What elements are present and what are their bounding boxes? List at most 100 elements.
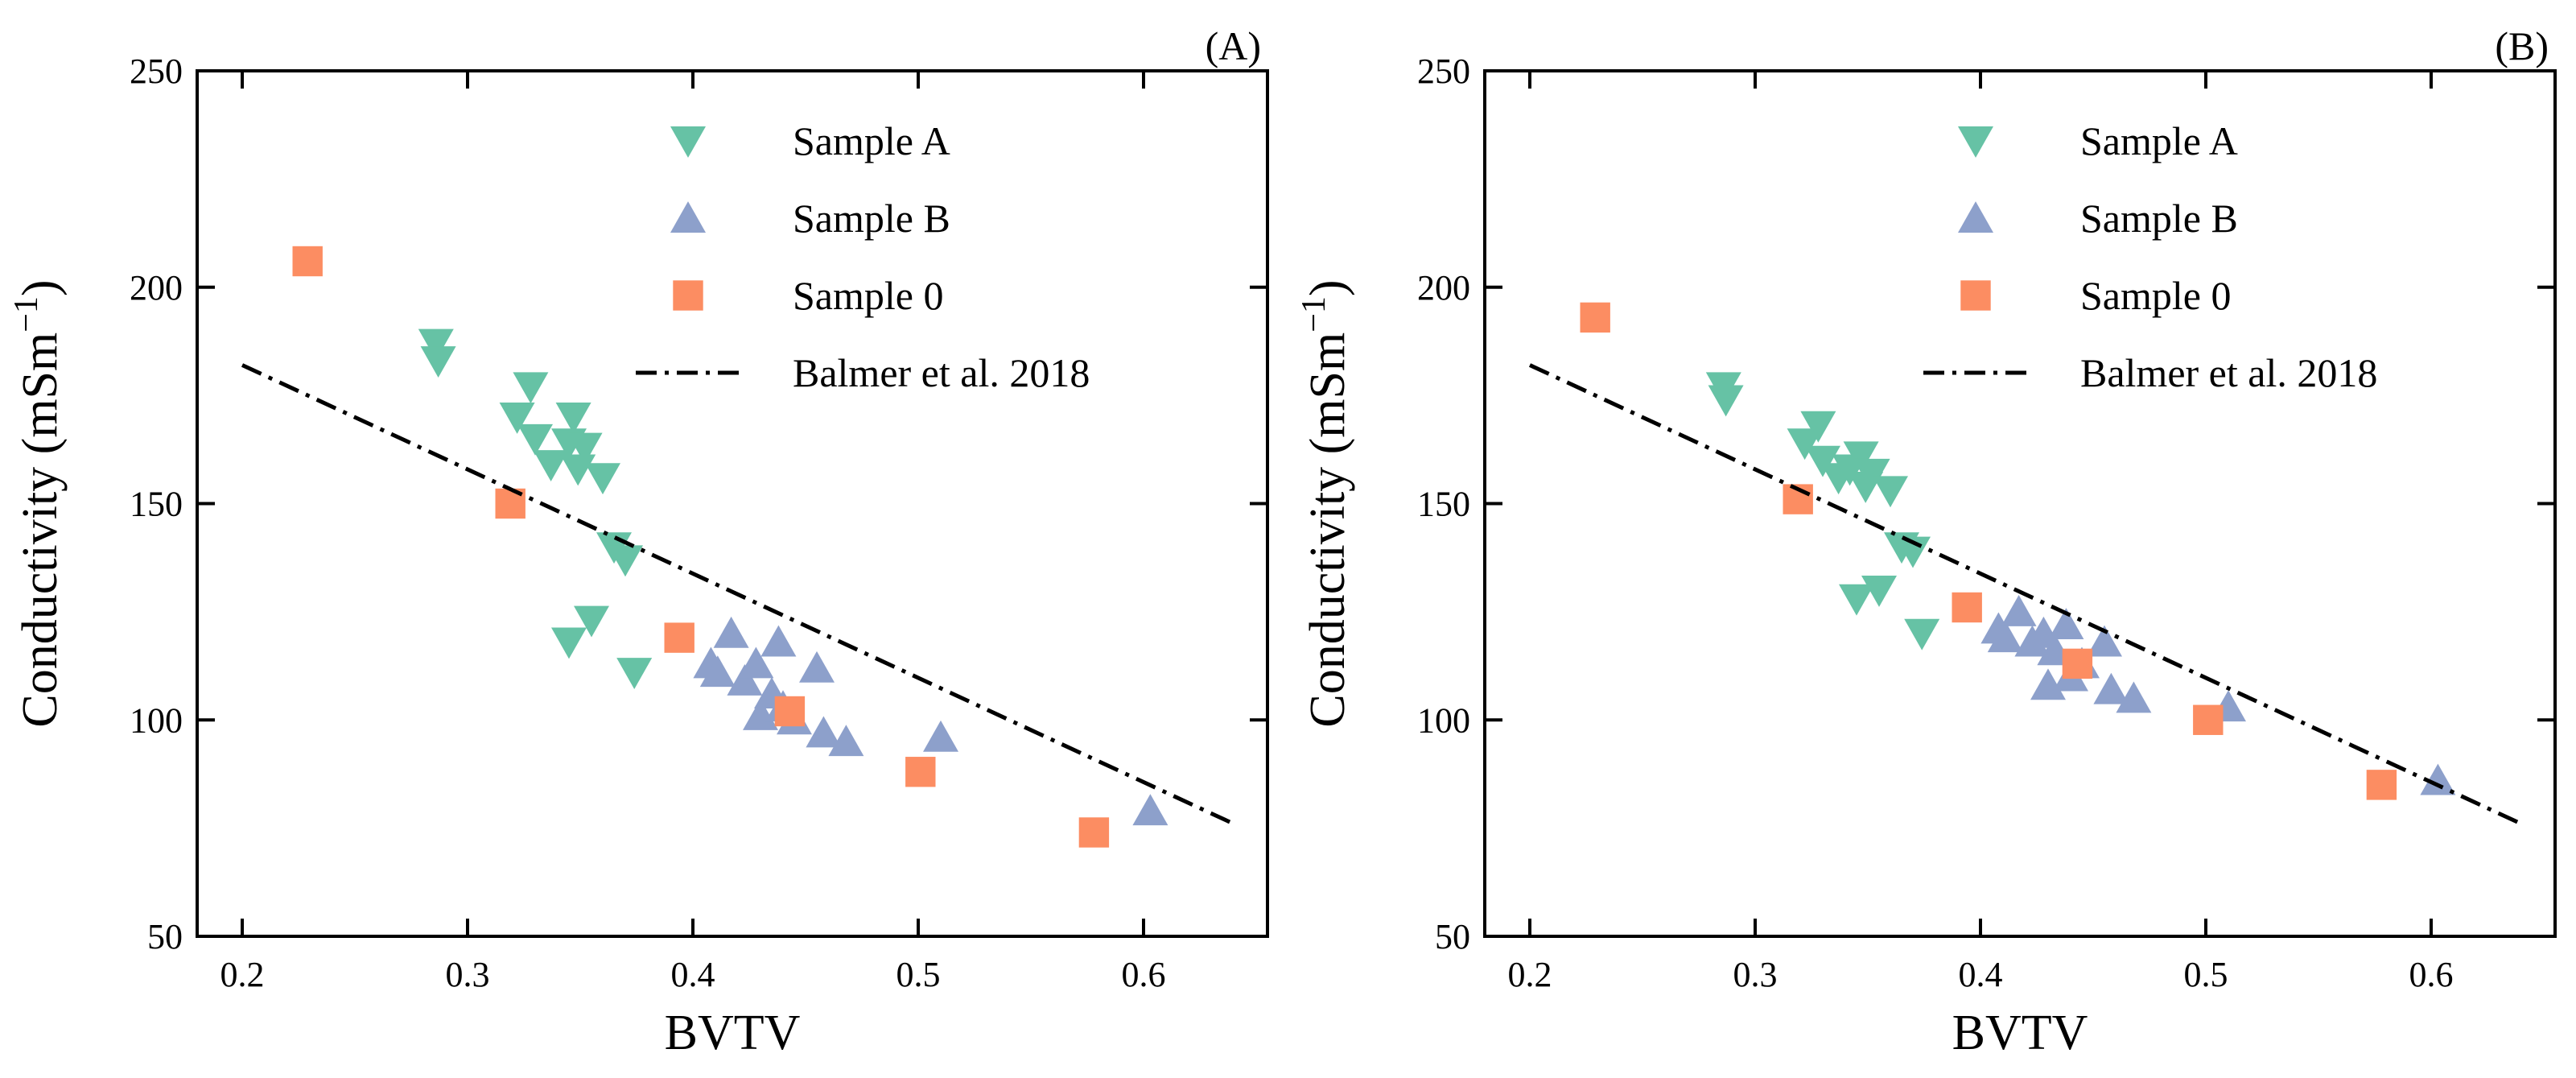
data-point <box>2193 704 2224 735</box>
data-point <box>418 328 454 361</box>
legend-label: Balmer et al. 2018 <box>793 350 1090 395</box>
x-tick-label: 0.6 <box>1122 955 1166 994</box>
data-point <box>828 725 864 757</box>
data-point <box>2420 763 2456 795</box>
plot-area <box>241 246 1235 848</box>
x-tick-label: 0.3 <box>446 955 490 994</box>
data-point <box>560 454 596 486</box>
series-sample-b <box>693 616 1168 826</box>
data-point <box>799 651 835 683</box>
y-tick-label: 50 <box>1435 917 1470 956</box>
data-point <box>774 696 806 727</box>
legend-label: Sample A <box>793 118 950 163</box>
y-tick-label: 150 <box>130 485 183 524</box>
chart-panel-b: 0.2 0.3 0.4 0.5 0.6 50 100 150 200 250 BVTV Conduct… <box>1296 23 2557 1060</box>
series-sample-b <box>1980 594 2456 795</box>
data-point <box>2001 594 2037 626</box>
data-point <box>1708 385 1744 417</box>
panel-label: (A) <box>1206 23 1261 68</box>
data-point <box>533 450 569 482</box>
data-point <box>1854 458 1890 490</box>
data-point <box>1843 441 1879 473</box>
legend-marker <box>1958 126 1993 158</box>
y-tick-label: 150 <box>1417 485 1470 524</box>
plot-area <box>1528 302 2523 826</box>
data-point <box>2062 648 2093 679</box>
trend-line <box>1528 363 2523 826</box>
data-point <box>699 655 736 688</box>
data-point <box>513 372 549 404</box>
series-balmer-et-al-2018 <box>241 363 1235 826</box>
y-tick-label: 50 <box>147 917 183 956</box>
y-tick-label: 200 <box>130 268 183 308</box>
data-point <box>420 346 456 378</box>
y-tick-label: 100 <box>130 700 183 740</box>
series-balmer-et-al-2018 <box>1528 363 2523 826</box>
data-point <box>567 432 603 465</box>
legend-label: Sample 0 <box>793 273 943 318</box>
legend-marker <box>1958 201 1993 233</box>
data-point <box>585 463 620 495</box>
x-tick-label: 0.3 <box>1733 955 1778 994</box>
x-axis-label: BVTV <box>1952 1006 2088 1060</box>
series-sample-a <box>1705 372 1940 651</box>
legend: Sample A Sample B Sample 0 Balmer et al. 20… <box>636 118 1090 395</box>
legend-marker <box>1960 280 1991 311</box>
data-point <box>2116 681 2152 713</box>
data-point <box>1873 476 1908 508</box>
x-tick-label: 0.4 <box>671 955 715 994</box>
data-point <box>923 720 958 752</box>
trend-line <box>241 363 1235 826</box>
x-axis-label: BVTV <box>665 1006 801 1060</box>
data-point <box>517 423 553 456</box>
legend: Sample A Sample B Sample 0 Balmer et al. 20… <box>1923 118 2377 395</box>
legend-marker <box>673 280 703 311</box>
data-point <box>2366 770 2397 800</box>
series-sample-a <box>418 328 653 690</box>
axes-frame <box>1483 69 2557 938</box>
data-point <box>608 545 643 577</box>
x-tick-label: 0.5 <box>2184 955 2228 994</box>
legend-label: Sample B <box>2080 196 2238 241</box>
data-point <box>1805 445 1840 477</box>
data-point <box>499 402 535 434</box>
data-point <box>738 646 774 679</box>
data-point <box>1861 575 1897 607</box>
y-tick-label: 100 <box>1417 700 1470 740</box>
data-point <box>2093 672 2129 704</box>
data-point <box>292 246 323 277</box>
x-tick-label: 0.2 <box>1508 955 1552 994</box>
data-point <box>1904 618 1940 651</box>
chart-panel-a: 0.2 0.3 0.4 0.5 0.6 50 100 150 200 250 BVTV Conduct… <box>8 23 1269 1060</box>
data-point <box>2030 668 2066 700</box>
series-sample-0 <box>292 246 1110 848</box>
data-point <box>1952 592 1982 623</box>
x-tick-label: 0.4 <box>1959 955 2003 994</box>
data-point <box>727 663 763 696</box>
y-tick-label: 250 <box>130 52 183 91</box>
legend-marker <box>670 126 706 158</box>
data-point <box>743 698 778 730</box>
legend-label: Balmer et al. 2018 <box>2080 350 2377 395</box>
legend-label: Sample A <box>2080 118 2238 163</box>
legend-marker <box>670 201 706 233</box>
data-point <box>713 616 749 648</box>
data-point <box>664 622 694 653</box>
data-point <box>555 402 591 434</box>
data-point <box>551 627 587 659</box>
y-tick-label: 250 <box>1417 52 1470 91</box>
x-tick-label: 0.5 <box>896 955 941 994</box>
data-point <box>1987 621 2023 653</box>
data-point <box>1078 817 1110 848</box>
x-tick-label: 0.2 <box>221 955 265 994</box>
data-point <box>616 658 653 690</box>
data-point <box>806 716 842 748</box>
data-point <box>1800 411 1836 443</box>
panel-label: (B) <box>2495 23 2549 68</box>
data-point <box>1839 584 1874 616</box>
y-tick-label: 200 <box>1417 268 1470 308</box>
legend-label: Sample 0 <box>2080 273 2231 318</box>
data-point <box>905 757 936 787</box>
y-axis-label: Conductivity (mSm−1) <box>8 279 68 727</box>
data-point <box>574 605 609 638</box>
